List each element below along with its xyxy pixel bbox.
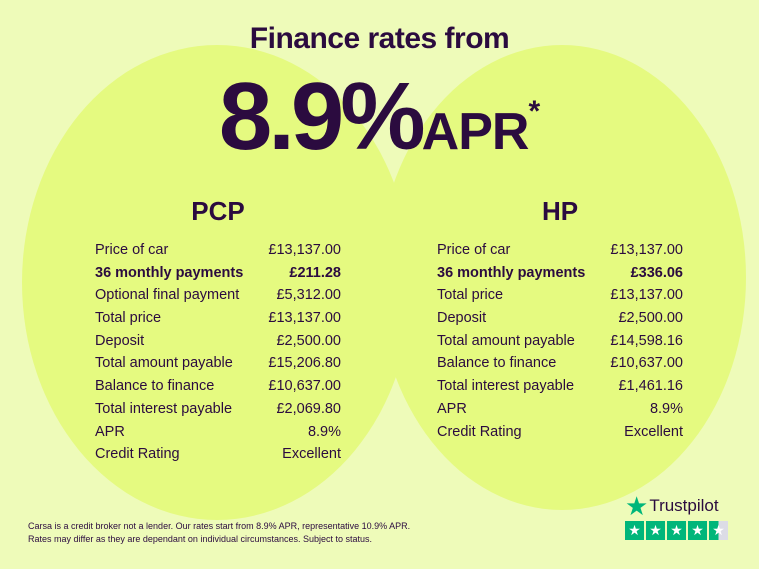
pcp-row: 36 monthly payments £211.28: [95, 262, 341, 285]
row-value: £13,137.00: [610, 287, 683, 304]
row-label: 36 monthly payments: [437, 264, 586, 281]
pcp-table: PCP Price of car £13,137.00 36 monthly pay…: [95, 196, 341, 466]
hp-row: Deposit £2,500.00: [437, 307, 683, 330]
pcp-row: Optional final payment £5,312.00: [95, 284, 341, 307]
pcp-row: Total interest payable £2,069.80: [95, 398, 341, 421]
headline: Finance rates from: [249, 22, 510, 55]
row-label: Credit Rating: [95, 446, 180, 463]
hp-row: Total price £13,137.00: [437, 284, 683, 307]
hp-row: 36 monthly payments £336.06: [437, 262, 683, 285]
row-label: Deposit: [437, 310, 487, 327]
row-value: £15,206.80: [268, 355, 341, 372]
row-label: Credit Rating: [437, 423, 522, 440]
row-value: £2,500.00: [276, 332, 341, 349]
row-value: £1,461.16: [618, 378, 683, 395]
row-value: £10,637.00: [610, 355, 683, 372]
right-circle-background: [378, 45, 746, 510]
row-value: Excellent: [282, 446, 341, 463]
trustpilot-star-icon: ★: [625, 491, 649, 521]
row-value: £13,137.00: [268, 242, 341, 258]
trustpilot-badge[interactable]: ★ Trustpilot ★ ★ ★ ★ ★: [625, 491, 728, 540]
row-label: Total interest payable: [95, 400, 233, 417]
row-label: Total interest payable: [437, 378, 575, 395]
row-value: £13,137.00: [268, 310, 341, 327]
pcp-row: APR 8.9%: [95, 421, 341, 444]
apr-label: APR: [421, 103, 530, 161]
row-value: £5,312.00: [276, 287, 341, 304]
hp-heading: HP: [541, 196, 579, 226]
disclaimer-line-2: Rates may differ as they are dependant o…: [28, 534, 373, 544]
row-value: 8.9%: [649, 400, 683, 417]
pcp-row: Balance to finance £10,637.00: [95, 375, 341, 398]
pcp-row: Deposit £2,500.00: [95, 330, 341, 353]
row-label: Price of car: [95, 242, 169, 258]
row-label: APR: [95, 423, 125, 440]
pcp-row: Credit Rating Excellent: [95, 443, 341, 466]
row-value: Excellent: [624, 423, 683, 440]
row-label: Balance to finance: [95, 378, 215, 395]
row-value: £2,500.00: [618, 310, 683, 327]
row-label: Deposit: [95, 332, 145, 349]
rating-star-icon: ★: [625, 521, 644, 540]
row-label: Total amount payable: [437, 332, 575, 349]
hp-row: Total amount payable £14,598.16: [437, 330, 683, 353]
hp-table: HP Price of car £13,137.00 36 monthly paym…: [437, 196, 683, 443]
rate-value: 8.9%: [218, 63, 426, 170]
row-value: 8.9%: [307, 423, 341, 440]
row-label: Balance to finance: [437, 355, 557, 372]
row-label: Total price: [95, 310, 162, 327]
row-label: Total price: [437, 287, 504, 304]
hp-row: Balance to finance £10,637.00: [437, 352, 683, 375]
pcp-row: Price of car £13,137.00: [95, 239, 341, 262]
pcp-row: Total price £13,137.00: [95, 307, 341, 330]
row-label: Price of car: [437, 242, 511, 258]
hp-row: Credit Rating Excellent: [437, 421, 683, 444]
hp-row: Price of car £13,137.00: [437, 239, 683, 262]
row-label: Total amount payable: [95, 355, 233, 372]
row-label: Optional final payment: [95, 287, 240, 304]
row-value: £10,637.00: [268, 378, 341, 395]
row-value: £2,069.80: [276, 400, 341, 417]
rating-star-icon: ★: [667, 521, 686, 540]
rating-star-icon: ★: [688, 521, 707, 540]
left-circle-background: [22, 45, 412, 520]
row-value: £13,137.00: [610, 242, 683, 258]
rating-star-icon: ★: [709, 521, 728, 540]
row-value: £14,598.16: [610, 332, 683, 349]
rating-star-icon: ★: [646, 521, 665, 540]
hp-row: APR 8.9%: [437, 398, 683, 421]
row-value: £336.06: [630, 264, 683, 281]
disclaimer-line-1: Carsa is a credit broker not a lender. O…: [28, 521, 411, 531]
hp-row: Total interest payable £1,461.16: [437, 375, 683, 398]
disclaimer: Carsa is a credit broker not a lender. O…: [28, 520, 410, 546]
pcp-row: Total amount payable £15,206.80: [95, 352, 341, 375]
trustpilot-label: Trustpilot: [649, 496, 719, 515]
pcp-heading: PCP: [191, 196, 245, 226]
trustpilot-rating: ★ ★ ★ ★ ★: [625, 521, 728, 540]
row-value: £211.28: [289, 264, 341, 281]
row-label: 36 monthly payments: [95, 264, 244, 281]
rate-display: 8.9%APR*: [0, 62, 759, 172]
row-label: APR: [437, 400, 467, 417]
asterisk: *: [528, 95, 541, 128]
